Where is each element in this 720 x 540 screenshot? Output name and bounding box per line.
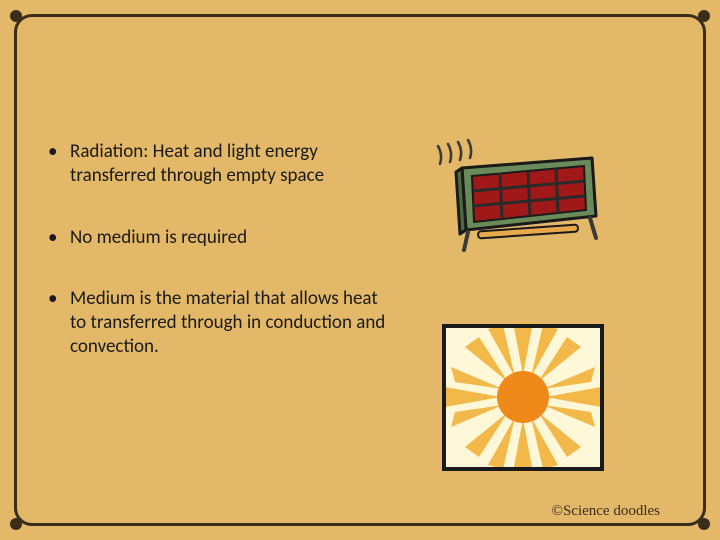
bullet-list: Radiation: Heat and light energy transfe… <box>46 140 386 397</box>
corner-dot <box>10 518 22 530</box>
list-item: Radiation: Heat and light energy transfe… <box>46 140 386 188</box>
corner-dot <box>698 10 710 22</box>
list-item: No medium is required <box>46 226 386 250</box>
credit-text: Science doodles <box>563 503 660 519</box>
corner-dot <box>10 10 22 22</box>
sun-illustration <box>438 320 608 475</box>
list-item: Medium is the material that allows heat … <box>46 287 386 358</box>
credit-line: ©Science doodles <box>552 503 660 520</box>
corner-dot <box>698 518 710 530</box>
copyright-symbol: © <box>552 503 563 519</box>
heater-illustration <box>428 138 608 258</box>
